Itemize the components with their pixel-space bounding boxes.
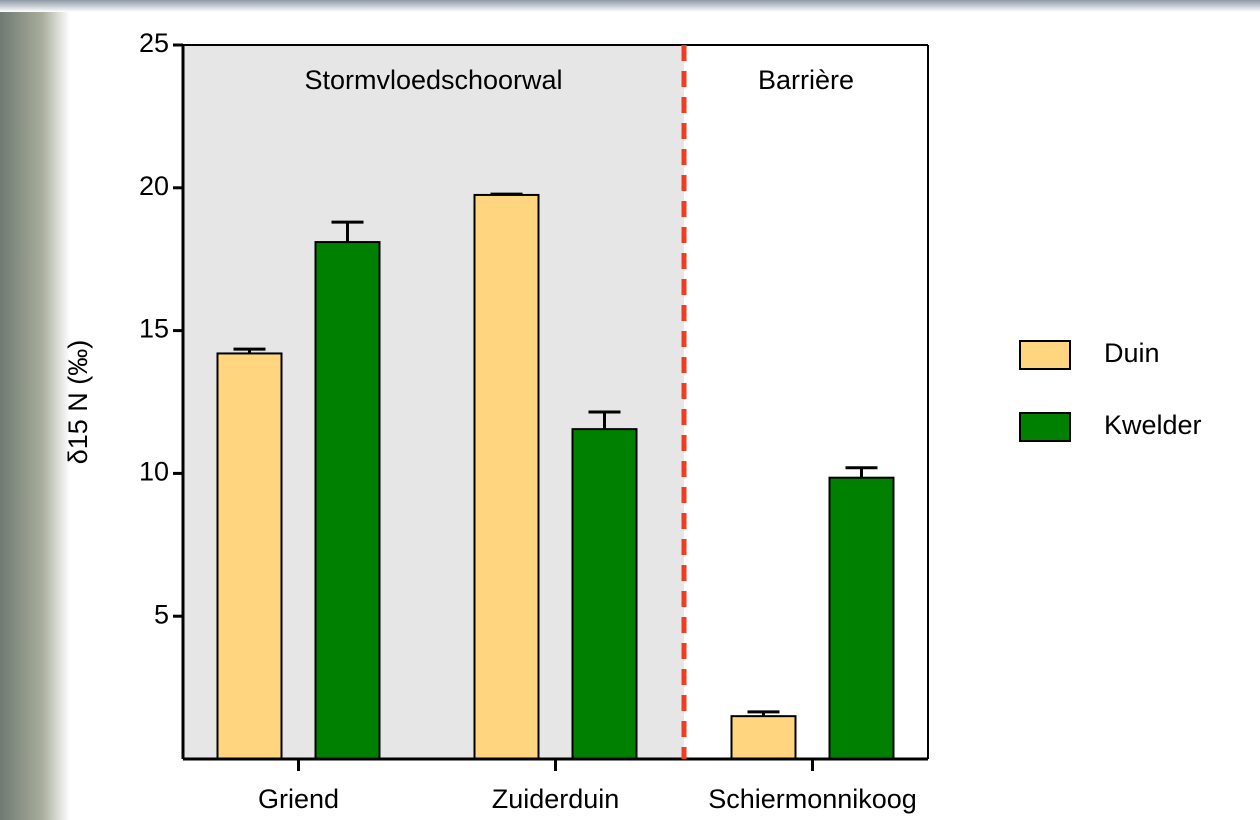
bar <box>730 715 797 760</box>
region-label: Barrière <box>758 65 854 95</box>
top-strip <box>0 0 1260 12</box>
y-tick-label: 15 <box>139 314 169 344</box>
legend-swatch <box>1019 412 1071 442</box>
y-tick-label: 10 <box>139 457 169 487</box>
legend-swatch <box>1019 340 1071 370</box>
x-tick-label: Zuiderduin <box>492 784 620 814</box>
y-tick-label: 5 <box>154 599 169 629</box>
region-label: Stormvloedschoorwal <box>304 65 562 95</box>
bar <box>216 352 283 760</box>
bar <box>314 241 381 760</box>
y-tick-label: 20 <box>139 171 169 201</box>
y-axis-label: δ15 N (‰) <box>63 340 93 465</box>
y-tick-label: 25 <box>139 28 169 58</box>
legend-label: Duin <box>1104 338 1160 368</box>
x-tick-label: Schiermonnikoog <box>708 784 917 814</box>
legend-label: Kwelder <box>1104 410 1202 440</box>
x-tick-label: Griend <box>258 784 339 814</box>
bar <box>473 193 540 760</box>
bar <box>571 428 638 760</box>
bar <box>828 476 895 760</box>
photo-strip <box>0 0 70 820</box>
